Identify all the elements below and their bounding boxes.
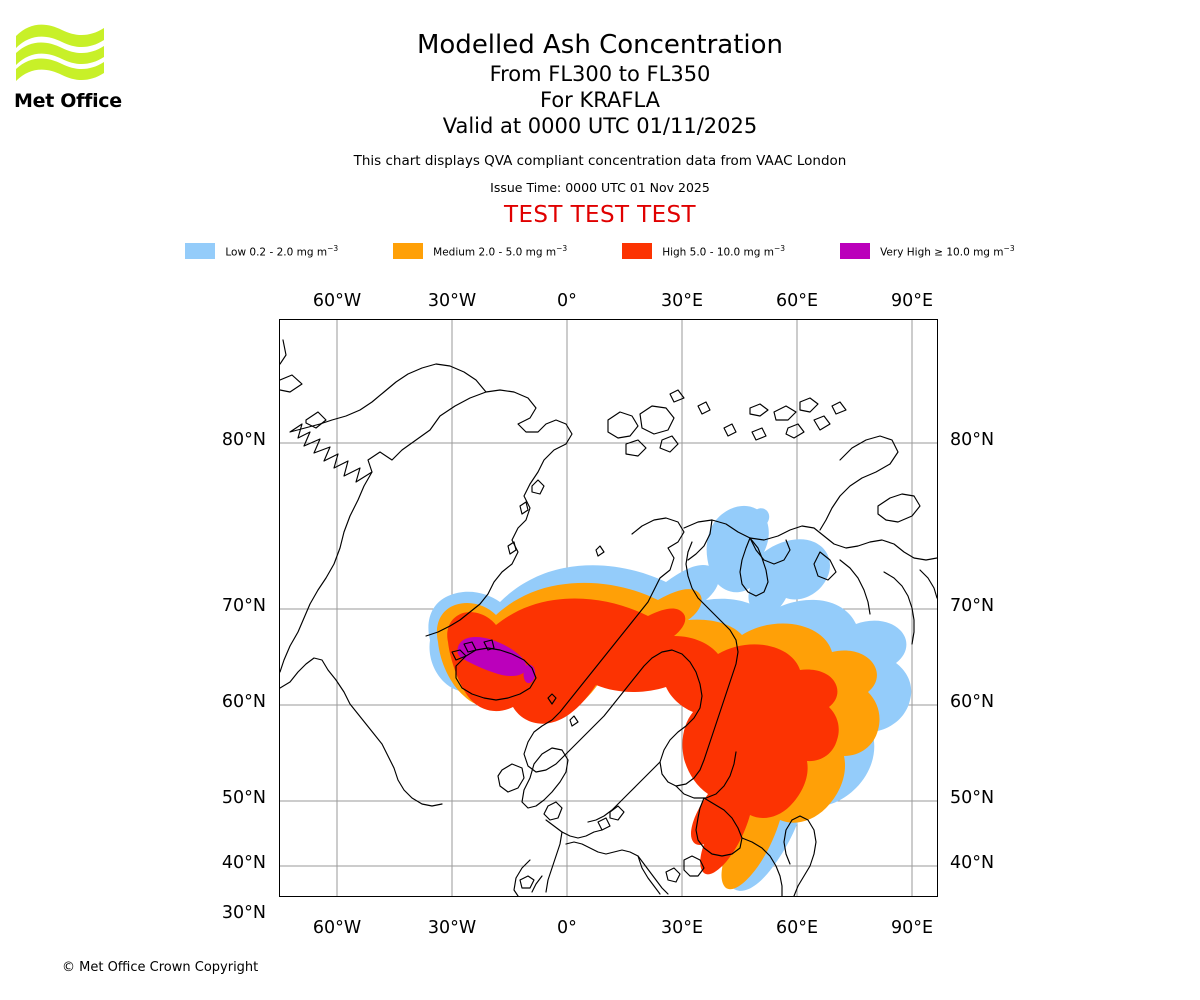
chart-title-block: Modelled Ash Concentration From FL300 to…: [0, 0, 1200, 228]
issue-time: Issue Time: 0000 UTC 01 Nov 2025: [490, 180, 710, 195]
legend-label-medium: Medium 2.0 - 5.0 mg m−3: [433, 243, 568, 259]
legend-swatch-very-high: [840, 243, 871, 259]
map-plot-area[interactable]: [279, 319, 938, 897]
lon-label-top-30w: 30°W: [427, 291, 477, 311]
lat-label-left-60n: 60°N: [221, 692, 266, 712]
legend-swatch-low: [185, 243, 216, 259]
map-container: [279, 319, 938, 897]
legend-label-low: Low 0.2 - 2.0 mg m−3: [225, 243, 339, 259]
map-coastlines: [280, 339, 937, 896]
lon-label-top-0: 0°: [557, 291, 577, 311]
copyright-footer: © Met Office Crown Copyright: [62, 960, 259, 975]
met-office-wave-mark: [16, 24, 104, 81]
ash-plume-contours: [428, 505, 912, 891]
lat-label-left-50n: 50°N: [221, 788, 266, 808]
lon-label-bottom-0: 0°: [557, 918, 577, 938]
legend-item-high: High 5.0 - 10.0 mg m−3: [622, 243, 785, 259]
lat-label-right-70n: 70°N: [950, 596, 995, 616]
lat-label-right-50n: 50°N: [950, 788, 995, 808]
lat-label-right-40n: 40°N: [950, 853, 995, 873]
title-valid-time: Valid at 0000 UTC 01/11/2025: [442, 114, 758, 138]
lat-label-right-60n: 60°N: [950, 692, 995, 712]
lat-label-left-30n: 30°N: [221, 903, 266, 923]
title-flight-level: From FL300 to FL350: [489, 62, 711, 86]
lon-label-bottom-60w: 60°W: [312, 918, 362, 938]
lon-label-bottom-60e: 60°E: [775, 918, 819, 938]
legend-item-very-high: Very High ≥ 10.0 mg m−3: [840, 243, 1015, 259]
lon-label-top-30e: 30°E: [660, 291, 704, 311]
lon-label-bottom-30e: 30°E: [660, 918, 704, 938]
legend-swatch-high: [622, 243, 653, 259]
concentration-legend: Low 0.2 - 2.0 mg m−3 Medium 2.0 - 5.0 mg…: [0, 243, 1200, 259]
legend-item-medium: Medium 2.0 - 5.0 mg m−3: [393, 243, 567, 259]
title-volcano: For KRAFLA: [540, 88, 660, 112]
map-canvas: [280, 320, 937, 896]
lon-label-top-60e: 60°E: [775, 291, 819, 311]
lat-label-right-80n: 80°N: [950, 430, 995, 450]
test-banner: TEST TEST TEST: [504, 202, 696, 228]
lat-label-left-70n: 70°N: [221, 596, 266, 616]
lat-label-left-80n: 80°N: [221, 430, 266, 450]
lat-label-left-40n: 40°N: [221, 853, 266, 873]
legend-label-high: High 5.0 - 10.0 mg m−3: [662, 243, 786, 259]
legend-label-very-high: Very High ≥ 10.0 mg m−3: [880, 243, 1015, 259]
qva-note: This chart displays QVA compliant concen…: [353, 153, 847, 169]
legend-swatch-medium: [393, 243, 424, 259]
lon-label-top-60w: 60°W: [312, 291, 362, 311]
lon-label-top-90e: 90°E: [890, 291, 934, 311]
met-office-logo-text: Met Office: [14, 90, 122, 112]
page-title: Modelled Ash Concentration: [416, 30, 784, 60]
plume-high-contour: [447, 598, 839, 875]
lon-label-bottom-30w: 30°W: [427, 918, 477, 938]
met-office-logo: Met Office: [14, 20, 124, 115]
legend-item-low: Low 0.2 - 2.0 mg m−3: [185, 243, 338, 259]
lon-label-bottom-90e: 90°E: [890, 918, 934, 938]
